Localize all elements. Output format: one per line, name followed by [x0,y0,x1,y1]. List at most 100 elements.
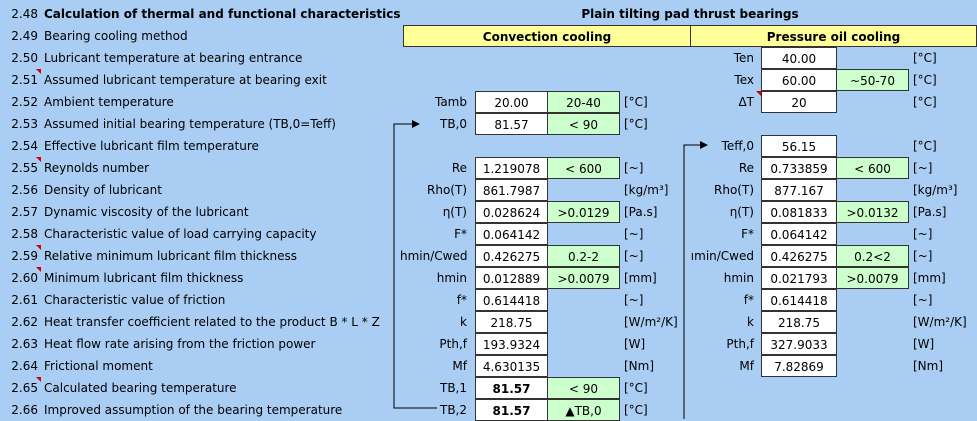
row-2-61: 2.61 Characteristic value of friction f* 0.… [0,289,977,311]
right-value-field[interactable]: 877.167 [761,179,837,201]
right-symbol: k [747,315,754,329]
left-range-field: >0.0129 [547,201,620,223]
right-symbol: Pth,f [726,337,754,351]
right-symbol: ımin/Cwed [690,249,754,263]
left-symbol: η(T) [442,205,467,219]
right-value-field[interactable]: 0.614418 [761,289,837,311]
row-number: 2.59 [11,249,38,263]
left-unit: [W/m²/K] [624,315,678,329]
row-description: Minimum lubricant film thickness [44,271,244,285]
right-value-field[interactable]: 0.733859 [761,157,837,179]
right-value-field[interactable]: 0.426275 [761,245,837,267]
row-2-54: 2.54 Effective lubricant film temperature… [0,135,977,157]
row-number: 2.51 [11,73,38,87]
pressure-oil-cooling-option[interactable]: Pressure oil cooling [690,25,977,47]
right-value-field[interactable]: 0.064142 [761,223,837,245]
right-unit: [~] [913,293,933,307]
left-unit: [~] [624,161,644,175]
row-description: Calculated bearing temperature [44,381,237,395]
right-value-field[interactable]: 218.75 [761,311,837,333]
right-value-field[interactable]: 56.15 [761,135,837,157]
row-description: Characteristic value of load carrying ca… [44,227,317,241]
row-number: 2.55 [11,161,38,175]
right-value-field[interactable]: 327.9033 [761,333,837,355]
left-value-field[interactable]: 1.219078 [475,157,548,179]
row-2-59: 2.59 Relative minimum lubricant film thic… [0,245,977,267]
left-value-field[interactable]: 861.7987 [475,179,548,201]
right-value-field[interactable]: 20 [761,91,837,113]
row-2-64: 2.64 Frictional moment Mf 4.630135 [Nm] Mf 7.8… [0,355,977,377]
row-number: 2.62 [11,315,38,329]
left-value-field[interactable]: 0.614418 [475,289,548,311]
row-2-56: 2.56 Density of lubricant Rho(T) 861.7987 [k… [0,179,977,201]
left-range-field: < 600 [547,157,620,179]
right-unit: [mm] [913,271,946,285]
left-value-field[interactable]: 0.426275 [475,245,548,267]
bearing-type-title: Plain tilting pad thrust bearings [581,7,799,21]
row-description: Assumed lubricant temperature at bearing… [44,73,327,87]
left-value-field[interactable]: 193.9324 [475,333,548,355]
right-symbol: hmin [723,271,754,285]
row-2-52: 2.52 Ambient temperature Tamb 20.00 20-40 [°C… [0,91,977,113]
right-range-field: 0.2<2 [836,245,909,267]
right-range-field: < 600 [836,157,909,179]
right-value-field[interactable]: 0.021793 [761,267,837,289]
row-description: Characteristic value of friction [44,293,226,307]
left-symbol: TB,0 [439,117,467,131]
right-unit: [Nm] [913,359,944,373]
left-unit: [mm] [624,271,657,285]
left-value-field[interactable]: 0.012889 [475,267,548,289]
convection-cooling-option[interactable]: Convection cooling [403,25,691,47]
left-range-field: < 90 [547,377,620,399]
row-number: 2.64 [11,359,38,373]
row-number: 2.50 [11,51,38,65]
left-value-field[interactable]: 0.064142 [475,223,548,245]
left-unit: [°C] [624,403,648,417]
right-value-field[interactable]: 60.00 [761,69,837,91]
right-symbol: Tex [734,73,754,87]
right-range-field: ~50-70 [836,69,909,91]
left-range-field[interactable]: ▲TB,0 [547,399,620,421]
comment-marker-icon [36,245,41,250]
left-value-field[interactable]: 81.57 [475,399,548,421]
right-unit: [~] [913,161,933,175]
left-value-field[interactable]: 20.00 [475,91,548,113]
right-unit: [Pa.s] [913,205,947,219]
row-number: 2.49 [11,29,38,43]
row-2-63: 2.63 Heat flow rate arising from the fric… [0,333,977,355]
right-symbol: Mf [739,359,754,373]
right-symbol: Rho(T) [714,183,754,197]
right-value-field[interactable]: 7.82869 [761,355,837,377]
row-description: Effective lubricant film temperature [44,139,259,153]
left-unit: [Nm] [624,359,655,373]
row-number: 2.61 [11,293,38,307]
right-range-field: >0.0079 [836,267,909,289]
right-symbol: η(T) [729,205,754,219]
left-value-field[interactable]: 218.75 [475,311,548,333]
left-value-field[interactable]: 4.630135 [475,355,548,377]
row-description: Frictional moment [44,359,153,373]
right-value-field[interactable]: 40.00 [761,47,837,69]
left-unit: [°C] [624,381,648,395]
right-unit: [W] [913,337,935,351]
right-unit: [°C] [913,95,937,109]
left-unit: [kg/m³] [624,183,669,197]
right-value-field[interactable]: 0.081833 [761,201,837,223]
right-unit: [W/m²/K] [913,315,967,329]
right-unit: [°C] [913,139,937,153]
left-symbol: TB,1 [439,381,467,395]
row-number: 2.66 [11,403,38,417]
row-number: 2.53 [11,117,38,131]
row-2-53: 2.53 Assumed initial bearing temperature … [0,113,977,135]
left-value-field[interactable]: 81.57 [475,377,548,399]
right-symbol: f* [743,293,754,307]
row-2-58: 2.58 Characteristic value of load carryin… [0,223,977,245]
left-value-field[interactable]: 0.028624 [475,201,548,223]
comment-marker-icon [36,69,41,74]
right-symbol: Teff,0 [721,139,754,153]
left-value-field[interactable]: 81.57 [475,113,548,135]
row-number: 2.48 [11,7,38,21]
left-unit: [W] [624,337,646,351]
left-symbol: hmin [436,271,467,285]
